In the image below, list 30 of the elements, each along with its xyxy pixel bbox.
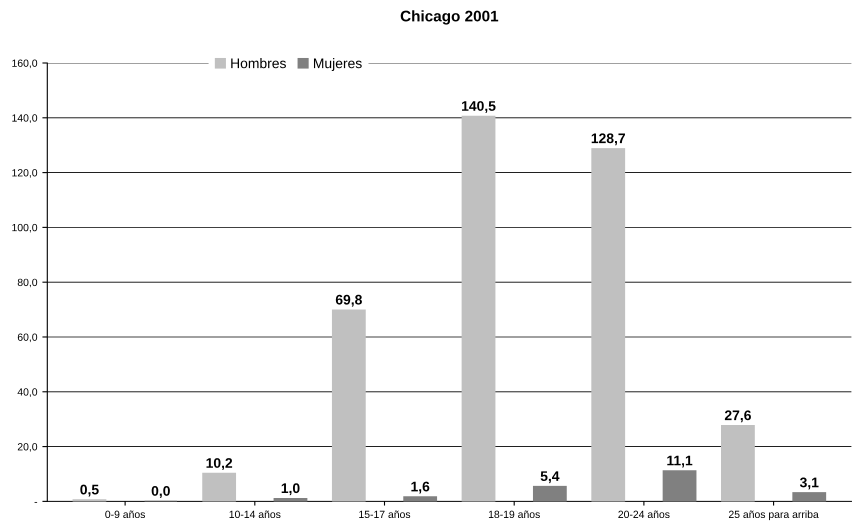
data-label: 69,8	[336, 294, 362, 307]
data-label: 3,1	[800, 478, 819, 490]
y-tick-label: 100,0	[12, 224, 38, 232]
y-tick-label: 120,0	[12, 169, 38, 178]
data-label: 140,5	[462, 101, 496, 113]
y-tick-label: 40,0	[18, 388, 38, 397]
y-tick-label: 140,0	[12, 114, 38, 123]
x-tick-label: 18-19 años	[488, 510, 540, 518]
x-tick-label: 20-24 años	[618, 510, 670, 518]
data-label: 0,5	[80, 484, 99, 496]
data-label: 10,2	[206, 458, 232, 470]
y-tick-label: -	[34, 502, 38, 503]
y-tick-label: 20,0	[18, 443, 38, 452]
x-tick-label: 0-9 años	[105, 510, 146, 518]
legend-label: Hombres	[231, 58, 286, 68]
data-label: 1,0	[282, 483, 300, 496]
data-label: 128,7	[592, 133, 625, 146]
data-label: 5,4	[540, 471, 560, 484]
data-label: 11,1	[667, 456, 692, 468]
x-tick-label: 25 años para arriba	[728, 510, 819, 520]
y-tick-label: 60,0	[18, 333, 38, 342]
data-label: 0,0	[152, 486, 170, 498]
y-tick-label: 80,0	[18, 278, 38, 288]
chart-title: Chicago 2001	[400, 10, 498, 25]
x-tick-label: 15-17 años	[359, 510, 410, 518]
data-label: 27,6	[724, 410, 751, 422]
data-label: 1,6	[411, 482, 430, 494]
y-tick-label: 160,0	[12, 60, 38, 68]
x-tick-label: 10-14 años	[230, 510, 280, 518]
legend-label: Mujeres	[314, 58, 362, 71]
